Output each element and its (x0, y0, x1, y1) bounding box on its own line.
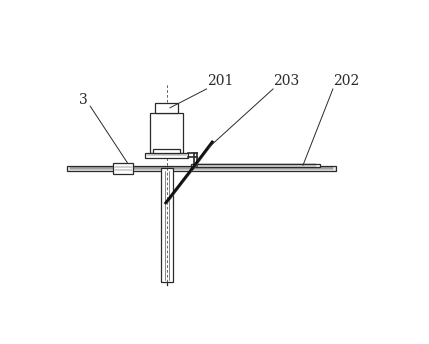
Text: 202: 202 (333, 74, 360, 88)
Bar (67, 166, 336, 171)
Text: 203: 203 (273, 74, 299, 88)
Bar (154, 149, 180, 152)
Bar (155, 103, 178, 113)
Bar (161, 169, 172, 282)
Bar (113, 163, 133, 174)
Bar (150, 113, 183, 152)
Text: 3: 3 (79, 93, 88, 107)
Text: 201: 201 (207, 74, 233, 88)
Bar (145, 152, 188, 158)
Bar (190, 164, 320, 167)
